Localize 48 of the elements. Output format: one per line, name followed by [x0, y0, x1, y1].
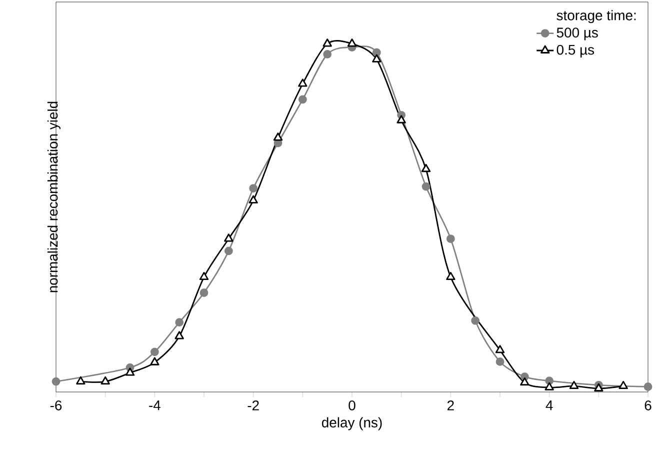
- point: [496, 357, 504, 366]
- point: [323, 50, 332, 58]
- legend-label: 0.5 µs: [556, 44, 594, 58]
- x-tick-label: 6: [644, 400, 652, 410]
- legend-title: storage time:: [556, 10, 636, 24]
- point: [396, 115, 406, 124]
- point: [76, 376, 86, 384]
- x-tick-label: -4: [149, 400, 160, 410]
- point: [520, 377, 530, 386]
- point: [618, 380, 628, 390]
- point: [372, 54, 382, 62]
- legend-label: 500 µs: [556, 28, 598, 40]
- y-axis-title: normalized recombination yield: [47, 102, 60, 292]
- point: [446, 272, 456, 280]
- point: [150, 357, 160, 366]
- point: [644, 382, 652, 391]
- point: [372, 48, 381, 57]
- point: [594, 383, 604, 392]
- x-tick-label: 0: [348, 400, 356, 410]
- point: [422, 182, 430, 191]
- point: [446, 234, 455, 243]
- point: [52, 377, 60, 386]
- point: [347, 38, 357, 47]
- point: [200, 288, 208, 297]
- x-tick-label: -2: [248, 400, 259, 410]
- x-tick-label: 2: [447, 400, 454, 410]
- point: [273, 132, 283, 141]
- point: [471, 316, 480, 325]
- point: [125, 368, 135, 376]
- point: [175, 318, 184, 327]
- point: [421, 164, 431, 172]
- point: [100, 376, 110, 384]
- point: [249, 184, 258, 192]
- x-tick-label: 4: [546, 400, 553, 410]
- point: [298, 78, 308, 87]
- point: [298, 95, 307, 104]
- point: [248, 195, 258, 204]
- point: [544, 382, 554, 390]
- point: [495, 345, 505, 354]
- point: [174, 331, 184, 340]
- point: [322, 38, 332, 47]
- x-tick-label: -6: [50, 400, 62, 410]
- point: [224, 246, 233, 256]
- point: [199, 272, 209, 280]
- point: [150, 348, 159, 356]
- point: [224, 234, 234, 242]
- x-axis-title: delay (ns): [322, 417, 382, 430]
- point: [569, 380, 579, 390]
